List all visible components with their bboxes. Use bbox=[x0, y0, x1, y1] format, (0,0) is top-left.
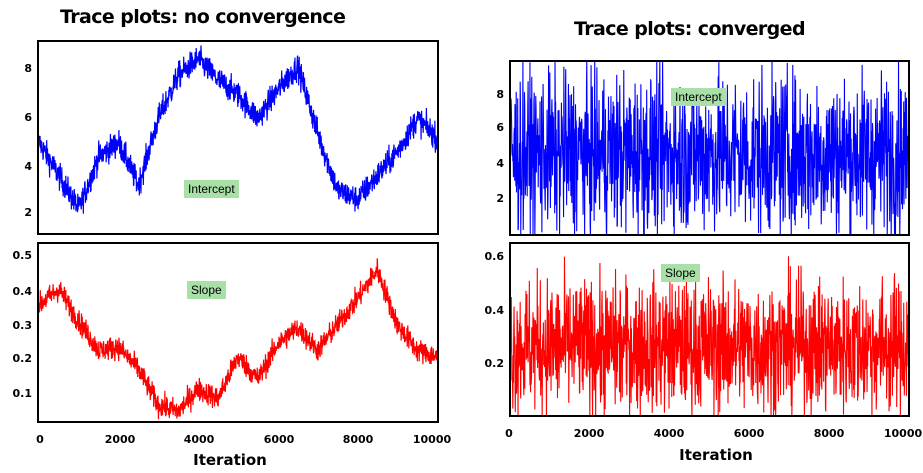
right-intercept-label: Intercept bbox=[671, 88, 726, 106]
right-xtick-3: 6000 bbox=[733, 427, 765, 440]
right-slope-ytick-2: 0.2 bbox=[484, 357, 505, 370]
right-xtick-5: 10000 bbox=[883, 427, 923, 440]
right-intercept-ytick-0: 8 bbox=[496, 88, 504, 101]
left-xtick-3: 6000 bbox=[263, 433, 295, 446]
left-slope-trace-line bbox=[39, 258, 437, 420]
right-intercept-trace-line bbox=[511, 62, 908, 234]
left-xtick-4: 8000 bbox=[342, 433, 374, 446]
left-slope-panel: Slope bbox=[37, 242, 439, 423]
right-intercept-ytick-3: 2 bbox=[496, 192, 504, 205]
right-intercept-panel: Intercept bbox=[509, 60, 910, 236]
right-xtick-2: 4000 bbox=[653, 427, 685, 440]
left-slope-ytick-2: 0.3 bbox=[12, 319, 33, 332]
left-intercept-trace-line bbox=[39, 45, 437, 214]
left-slope-ytick-3: 0.2 bbox=[12, 352, 33, 365]
left-slope-label: Slope bbox=[187, 281, 226, 299]
left-xtick-5: 10000 bbox=[412, 433, 452, 446]
right-xtick-4: 8000 bbox=[813, 427, 845, 440]
left-slope-ytick-0: 0.5 bbox=[12, 249, 33, 262]
left-intercept-ytick-1: 6 bbox=[24, 111, 32, 124]
left-intercept-ytick-2: 4 bbox=[24, 160, 32, 173]
right-figure-title: Trace plots: converged bbox=[574, 18, 806, 40]
left-slope-ytick-4: 0.1 bbox=[12, 387, 33, 400]
left-intercept-label: Intercept bbox=[184, 180, 239, 198]
left-intercept-trace-svg bbox=[39, 45, 437, 214]
left-slope-trace-svg bbox=[39, 258, 437, 420]
right-slope-ytick-1: 0.4 bbox=[484, 304, 505, 317]
right-xtick-1: 2000 bbox=[573, 427, 605, 440]
left-xaxis-label: Iteration bbox=[193, 451, 267, 469]
left-xtick-2: 4000 bbox=[183, 433, 215, 446]
left-intercept-ytick-0: 8 bbox=[24, 62, 32, 75]
left-slope-ytick-1: 0.4 bbox=[12, 285, 33, 298]
right-intercept-ytick-2: 4 bbox=[496, 157, 504, 170]
left-xtick-0: 0 bbox=[36, 433, 44, 446]
right-slope-ytick-0: 0.6 bbox=[484, 250, 505, 263]
left-intercept-ytick-3: 2 bbox=[24, 206, 32, 219]
left-intercept-panel: Intercept bbox=[37, 40, 439, 235]
left-xtick-1: 2000 bbox=[104, 433, 136, 446]
right-intercept-ytick-1: 6 bbox=[496, 121, 504, 134]
right-xaxis-label: Iteration bbox=[679, 446, 753, 464]
right-xtick-0: 0 bbox=[505, 427, 513, 440]
left-figure-title: Trace plots: no convergence bbox=[60, 6, 346, 28]
right-slope-trace-svg bbox=[511, 256, 908, 415]
right-intercept-trace-svg bbox=[511, 62, 908, 234]
right-slope-label: Slope bbox=[661, 264, 700, 282]
right-slope-trace-line bbox=[511, 256, 908, 415]
right-slope-panel: Slope bbox=[509, 242, 910, 417]
